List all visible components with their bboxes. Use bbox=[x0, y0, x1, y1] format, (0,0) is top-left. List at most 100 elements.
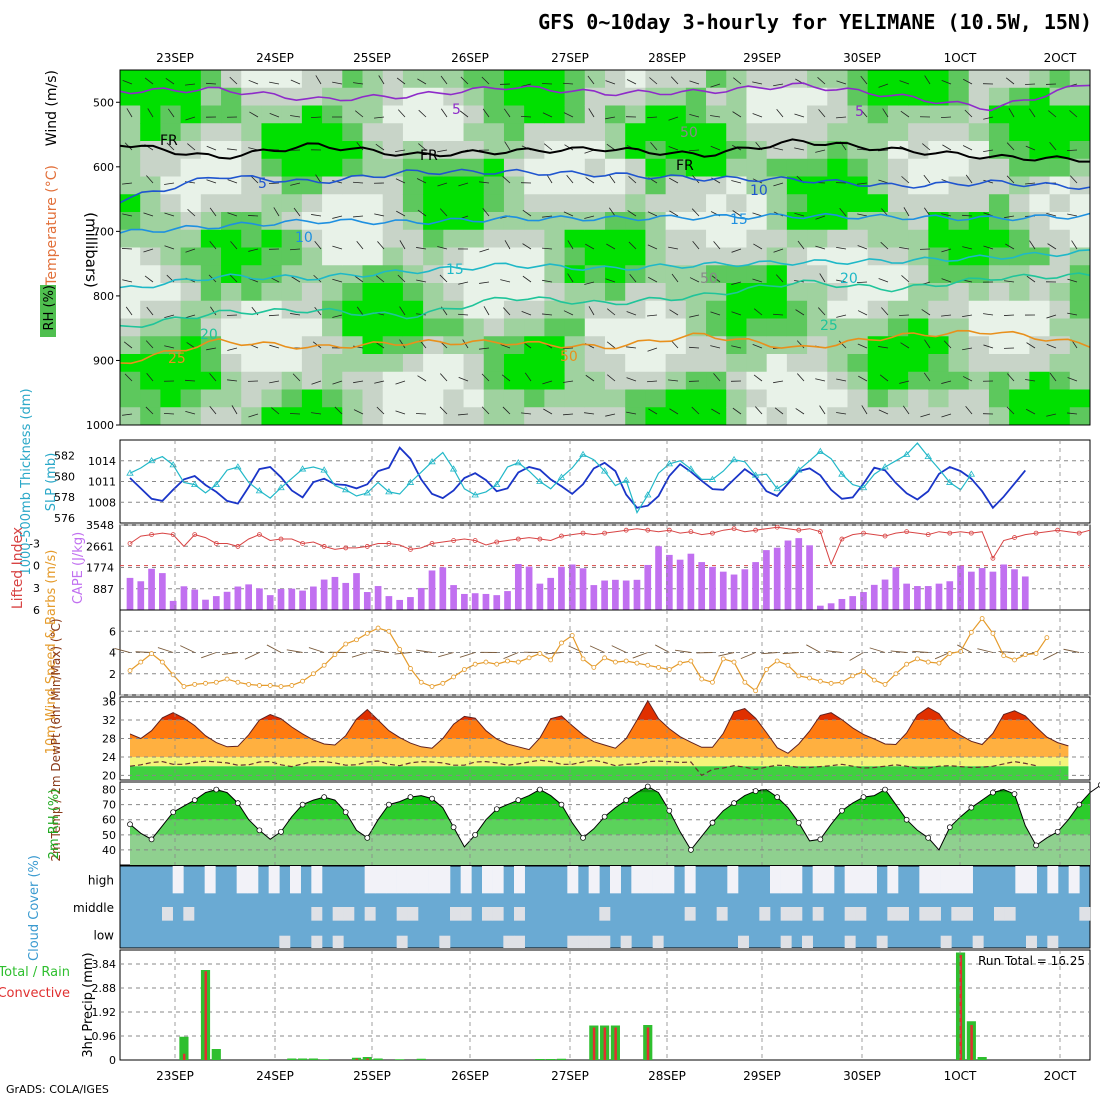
rh-cell bbox=[867, 194, 889, 213]
cloud-cell bbox=[311, 935, 323, 948]
cape-bar bbox=[385, 596, 393, 610]
rh-cell bbox=[726, 194, 747, 213]
wind-barb bbox=[670, 76, 679, 85]
wind-barb bbox=[710, 145, 721, 151]
wind-speed-marker bbox=[1033, 651, 1039, 656]
rh-cell bbox=[968, 229, 990, 248]
rh-cell bbox=[766, 176, 788, 195]
surface-wind-barb bbox=[890, 650, 907, 653]
rh-cell bbox=[1049, 141, 1071, 160]
rh-cell bbox=[968, 158, 990, 177]
cape-bar bbox=[363, 592, 371, 610]
rh-cell bbox=[544, 354, 566, 373]
rh-cell bbox=[1049, 105, 1071, 124]
rh-cell bbox=[847, 336, 869, 355]
rh-cell bbox=[746, 389, 768, 408]
cape-bar bbox=[234, 586, 242, 610]
rh-cell bbox=[948, 283, 970, 302]
wind-barb bbox=[249, 111, 259, 118]
rh-cell bbox=[180, 158, 202, 177]
wind-barb bbox=[794, 113, 805, 118]
rh-cell bbox=[988, 336, 1010, 355]
rh-cell bbox=[1009, 300, 1030, 319]
rh-cell bbox=[1029, 389, 1051, 408]
cloud-cell bbox=[631, 866, 643, 894]
slp-tick-label: 1014 bbox=[88, 455, 116, 468]
cloud-cell bbox=[396, 866, 408, 894]
thickness-marker bbox=[622, 476, 630, 483]
wind-barb bbox=[1067, 312, 1078, 316]
rh-tick-label: 60 bbox=[102, 814, 116, 827]
cloud-cell bbox=[599, 935, 611, 948]
rh-cell bbox=[948, 336, 970, 355]
rh-cell bbox=[544, 123, 566, 142]
rh-cell bbox=[1029, 354, 1051, 373]
rh-cell bbox=[544, 105, 566, 124]
rh-cell bbox=[625, 212, 646, 231]
rh-cell bbox=[807, 354, 828, 373]
rh-cell bbox=[887, 371, 909, 390]
rh-cell bbox=[625, 176, 646, 195]
cape-bar bbox=[849, 596, 857, 610]
rh-cell bbox=[988, 194, 1010, 213]
rh-cell bbox=[665, 194, 687, 213]
wind-barb bbox=[397, 274, 406, 283]
cape-bar bbox=[471, 593, 479, 610]
wind-barb bbox=[689, 80, 700, 85]
rh-cell bbox=[706, 389, 727, 408]
rh-cell bbox=[766, 105, 788, 124]
wind-tick-label: 6 bbox=[109, 625, 116, 638]
li-marker bbox=[731, 526, 737, 532]
wind-barb bbox=[482, 108, 490, 118]
rh-cell bbox=[281, 283, 303, 302]
li-marker bbox=[947, 530, 953, 536]
wind-barb bbox=[563, 112, 574, 118]
rh-cell bbox=[928, 229, 950, 248]
wind-barb bbox=[941, 380, 952, 384]
thickness-marker bbox=[730, 455, 738, 463]
rh-cell bbox=[645, 123, 667, 142]
wind-barb bbox=[962, 246, 973, 250]
precip-total-bar bbox=[535, 1059, 545, 1060]
rh-cell bbox=[503, 300, 525, 319]
wind-tick-label: 2 bbox=[109, 668, 116, 681]
wind-barb bbox=[356, 240, 364, 250]
rh-cell bbox=[544, 389, 566, 408]
rh-marker bbox=[1076, 801, 1083, 808]
wind-barb bbox=[542, 247, 553, 250]
rh-cell bbox=[120, 283, 141, 302]
cape-bar bbox=[741, 569, 749, 610]
rh-cell bbox=[483, 70, 505, 89]
wind-barb bbox=[524, 372, 532, 382]
wind-barb bbox=[608, 207, 616, 217]
cloud-cell bbox=[236, 866, 248, 894]
precip-tick-label: 0 bbox=[109, 1054, 116, 1067]
wind-barb bbox=[269, 112, 280, 118]
rh-cell bbox=[342, 407, 363, 426]
rh-cell bbox=[362, 371, 384, 390]
wind-barb bbox=[167, 108, 175, 118]
wind-speed-marker bbox=[947, 651, 953, 656]
thickness-line bbox=[129, 442, 972, 515]
rh-cell bbox=[463, 318, 485, 337]
rh-cell bbox=[827, 265, 848, 284]
rh-cell bbox=[564, 123, 586, 142]
rh-cell bbox=[726, 354, 747, 373]
rh-cell bbox=[443, 318, 465, 337]
rh-marker bbox=[839, 807, 845, 814]
rh-cell bbox=[140, 371, 161, 390]
rh-cell bbox=[706, 176, 727, 195]
rh-marker bbox=[299, 801, 306, 808]
rh-cell bbox=[928, 283, 950, 302]
rh-tick-label: 50 bbox=[102, 829, 116, 842]
wind-barb bbox=[588, 306, 595, 316]
rh-cell bbox=[605, 229, 626, 248]
li-marker bbox=[559, 533, 564, 539]
rh-cell bbox=[241, 87, 262, 106]
rh-cell bbox=[786, 318, 808, 337]
wind-barb bbox=[458, 281, 469, 285]
surface-wind-barb bbox=[286, 649, 303, 653]
contour-label: 15 bbox=[446, 262, 464, 278]
wind-barb bbox=[290, 79, 301, 85]
bottom-date-label: 26SEP bbox=[451, 1069, 489, 1083]
